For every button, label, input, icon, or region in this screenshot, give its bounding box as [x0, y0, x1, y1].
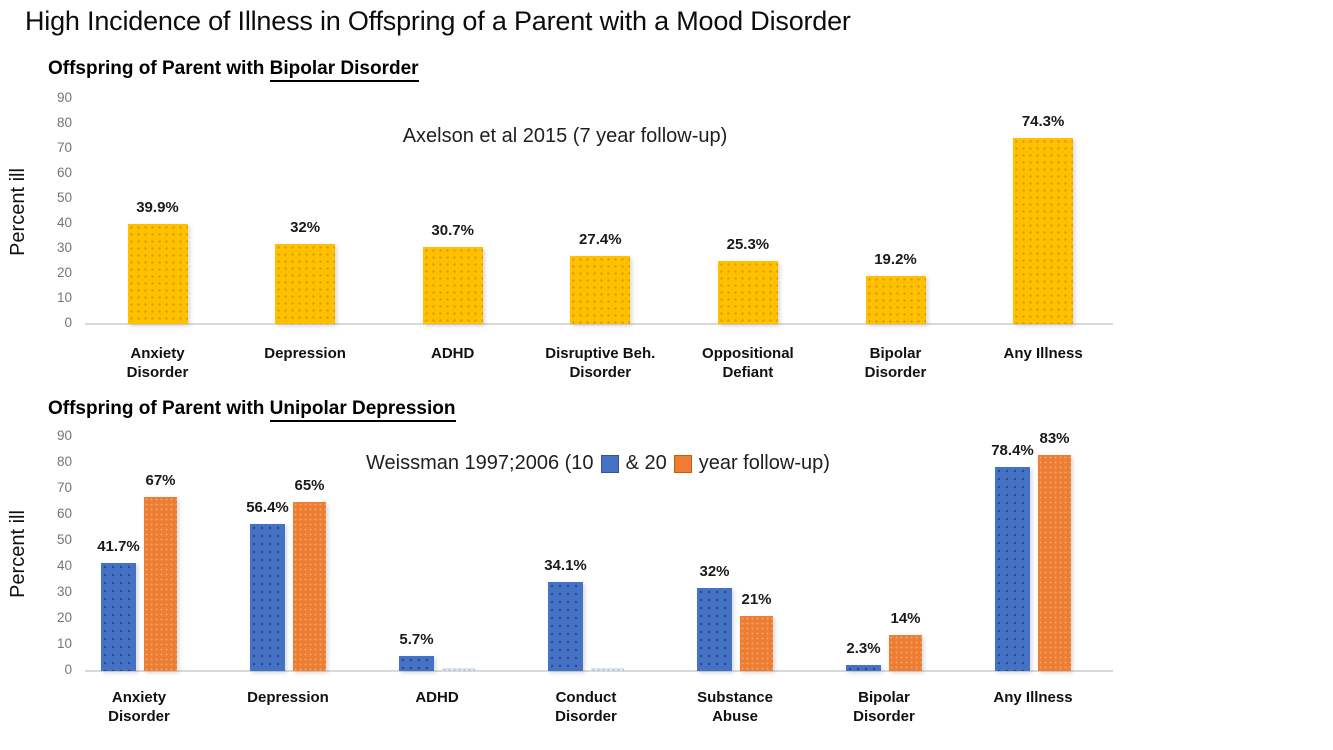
y-tick-label: 70: [56, 480, 72, 495]
chart2-heading-underlined: Unipolar Depression: [269, 398, 456, 422]
bar-10-year-follow-up-5: [846, 665, 881, 671]
bar-7-year-follow-up-3: [570, 255, 631, 324]
y-tick-label: 50: [56, 532, 72, 547]
bar-value-label: 67%: [145, 471, 176, 489]
bar-20-year-follow-up-6: [1038, 455, 1071, 671]
bar-value-label: 83%: [1039, 430, 1070, 448]
bar-value-label: 14%: [890, 609, 921, 627]
y-tick-label: 70: [56, 140, 72, 155]
category-label: Disruptive Beh. Disorder: [545, 345, 656, 381]
y-tick-label: 0: [64, 315, 72, 330]
bar-value-label: 32%: [290, 219, 321, 236]
bar-7-year-follow-up-0: [127, 224, 188, 324]
x-axis-line: [85, 323, 1113, 325]
x-axis-line: [85, 670, 1113, 672]
y-tick-label: 60: [56, 165, 72, 180]
category-label: Depression: [264, 345, 346, 362]
y-tick-label: 0: [64, 662, 72, 677]
category-label: Bipolar Disorder: [864, 345, 927, 381]
y-tick-label: 50: [56, 190, 72, 205]
y-tick-label: 40: [56, 215, 72, 230]
category-label: ADHD: [415, 689, 459, 706]
bar-value-label: 78.4%: [991, 442, 1034, 460]
bar-value-label: 41.7%: [97, 537, 140, 555]
y-tick-label: 30: [56, 240, 72, 255]
y-tick-label: 10: [56, 290, 72, 305]
chart1-annotation: Axelson et al 2015 (7 year follow-up): [402, 125, 728, 147]
bar-value-label: 21%: [741, 591, 772, 609]
bar-20-year-follow-up-3: [591, 668, 624, 671]
category-label: Any Illness: [993, 689, 1073, 706]
category-label: Conduct Disorder: [555, 689, 617, 725]
bar-value-label: 2.3%: [846, 640, 881, 658]
chart2-annotation-suffix: year follow-up): [698, 452, 830, 474]
chart2-heading: Offspring of Parent with Unipolar Depres…: [48, 398, 456, 422]
category-label: Bipolar Disorder: [853, 689, 915, 725]
y-tick-label: 10: [56, 636, 72, 651]
category-label: Substance Abuse: [697, 689, 773, 725]
chart2-annotation-mid: & 20: [625, 452, 667, 474]
y-tick-label: 40: [56, 558, 72, 573]
bar-20-year-follow-up-1: [293, 502, 326, 671]
y-tick-label: 90: [56, 90, 72, 105]
bar-10-year-follow-up-0: [101, 562, 136, 671]
chart1-heading-prefix: Offspring of Parent with: [48, 58, 270, 79]
category-label: Any Illness: [1003, 345, 1083, 362]
bar-10-year-follow-up-3: [548, 582, 583, 671]
bar-value-label: 65%: [294, 477, 325, 494]
bar-value-label: 30.7%: [431, 222, 474, 240]
bar-10-year-follow-up-6: [995, 467, 1030, 671]
chart1-heading-underlined: Bipolar Disorder: [269, 58, 419, 82]
category-label: ADHD: [431, 345, 475, 362]
y-tick-label: 90: [56, 428, 72, 443]
bar-value-label: 74.3%: [1021, 113, 1065, 131]
chart2-annotation: Weissman 1997;2006 (10 & 20 year follow-…: [366, 452, 830, 475]
y-tick-label: 20: [56, 610, 72, 625]
bar-7-year-follow-up-1: [275, 244, 336, 324]
bar-7-year-follow-up-4: [717, 260, 778, 324]
bar-10-year-follow-up-1: [250, 524, 285, 671]
y-tick-label: 20: [56, 265, 72, 280]
category-label: Depression: [247, 689, 329, 706]
bar-value-label: 27.4%: [579, 230, 622, 248]
bar-7-year-follow-up-5: [865, 276, 926, 324]
bar-7-year-follow-up-2: [422, 247, 483, 324]
category-label: Anxiety Disorder: [126, 345, 189, 381]
bar-20-year-follow-up-2: [442, 668, 475, 671]
bar-20-year-follow-up-4: [740, 616, 773, 671]
chart2-annotation-prefix: Weissman 1997;2006 (10: [366, 452, 594, 474]
category-label: Anxiety Disorder: [108, 689, 170, 725]
bar-value-label: 19.2%: [874, 251, 917, 268]
bar-value-label: 56.4%: [246, 499, 289, 517]
bar-20-year-follow-up-5: [889, 634, 922, 671]
bar-value-label: 5.7%: [399, 631, 434, 649]
bar-7-year-follow-up-6: [1013, 138, 1074, 324]
y-tick-label: 30: [56, 584, 72, 599]
chart2-heading-prefix: Offspring of Parent with: [48, 398, 270, 419]
bar-value-label: 34.1%: [544, 557, 587, 575]
legend-swatch-10-year-icon: [600, 454, 619, 473]
bar-value-label: 32%: [699, 562, 730, 580]
chart1-heading: Offspring of Parent with Bipolar Disorde…: [48, 58, 419, 82]
y-tick-label: 60: [56, 506, 72, 521]
bar-value-label: 25.3%: [726, 235, 770, 253]
y-tick-label: 80: [56, 454, 72, 469]
bar-10-year-follow-up-4: [697, 587, 732, 671]
bar-value-label: 39.9%: [136, 199, 179, 217]
page-title: High Incidence of Illness in Offspring o…: [25, 6, 851, 36]
legend-swatch-20-year-icon: [673, 454, 692, 473]
y-tick-label: 80: [56, 115, 72, 130]
bar-20-year-follow-up-0: [144, 496, 177, 671]
bar-10-year-follow-up-2: [399, 656, 434, 671]
category-label: Oppositional Defiant: [702, 345, 794, 381]
